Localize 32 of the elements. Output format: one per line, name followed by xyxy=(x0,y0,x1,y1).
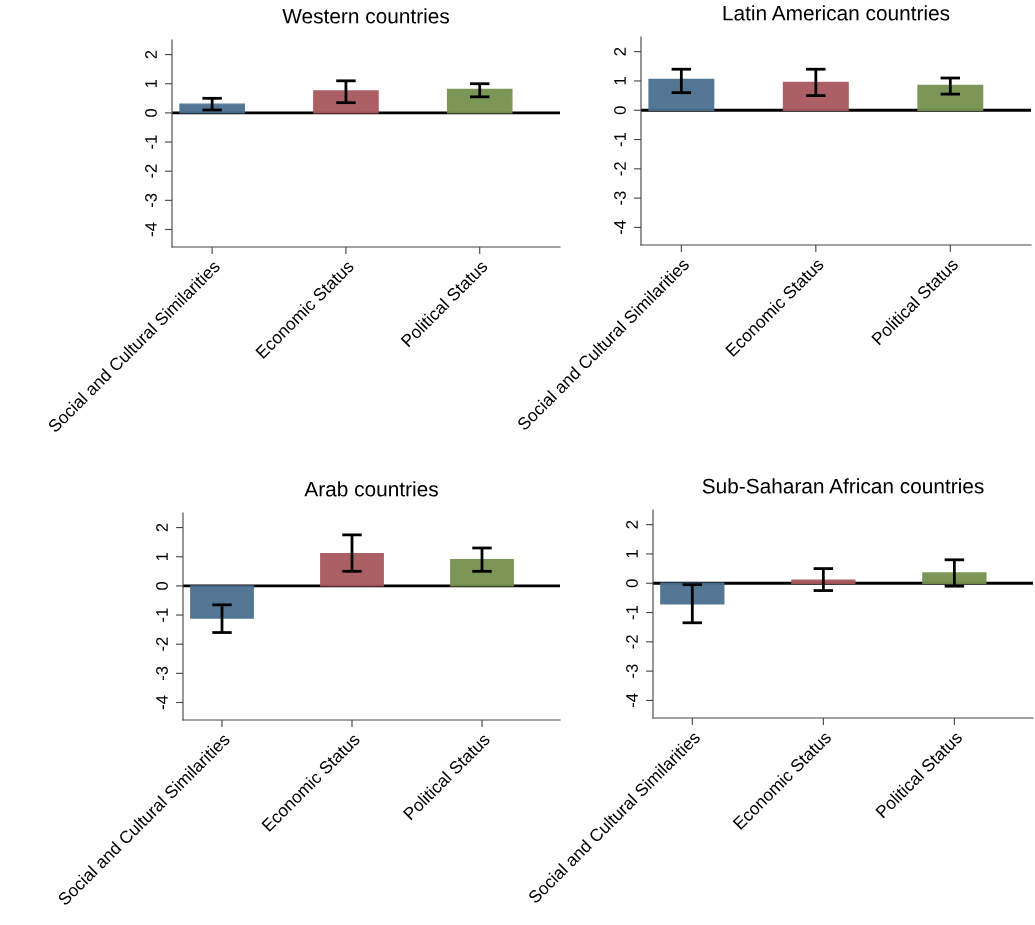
y-tick-label: -2 xyxy=(626,635,638,649)
y-tick-label: -1 xyxy=(156,608,168,622)
chart-title: Western countries xyxy=(282,8,450,24)
chart-title: Sub-Saharan African countries xyxy=(702,478,984,494)
y-tick-label: -4 xyxy=(156,695,168,710)
y-tick-label: 2 xyxy=(145,50,157,59)
y-tick-label: -1 xyxy=(626,605,638,620)
y-tick-label: 0 xyxy=(626,579,638,588)
y-tick-label: -1 xyxy=(614,132,626,147)
y-tick-label: 0 xyxy=(614,106,626,115)
y-tick-label: -3 xyxy=(156,666,168,681)
y-tick-label: 2 xyxy=(614,47,626,56)
y-tick-label: -4 xyxy=(145,222,157,237)
y-tick-label: 2 xyxy=(626,520,638,529)
y-tick-label: 2 xyxy=(156,523,168,532)
chart-title: Latin American countries xyxy=(723,5,950,21)
y-tick-label: -2 xyxy=(156,637,168,651)
y-tick-label: -3 xyxy=(614,191,626,205)
y-tick-label: -3 xyxy=(145,193,157,208)
chart-title: Arab countries xyxy=(304,481,438,497)
y-tick-label: 0 xyxy=(145,108,157,117)
y-tick-label: 1 xyxy=(156,552,168,561)
y-tick-label: -2 xyxy=(145,164,157,178)
y-tick-label: 0 xyxy=(156,581,168,590)
y-tick-label: -2 xyxy=(614,162,626,176)
y-tick-label: 1 xyxy=(145,79,157,88)
y-tick-label: -1 xyxy=(145,135,157,149)
y-tick-label: -4 xyxy=(614,220,626,235)
y-tick-label: -3 xyxy=(626,664,638,678)
y-tick-label: 1 xyxy=(614,77,626,85)
y-tick-label: -4 xyxy=(626,693,638,708)
y-tick-label: 1 xyxy=(626,550,638,558)
